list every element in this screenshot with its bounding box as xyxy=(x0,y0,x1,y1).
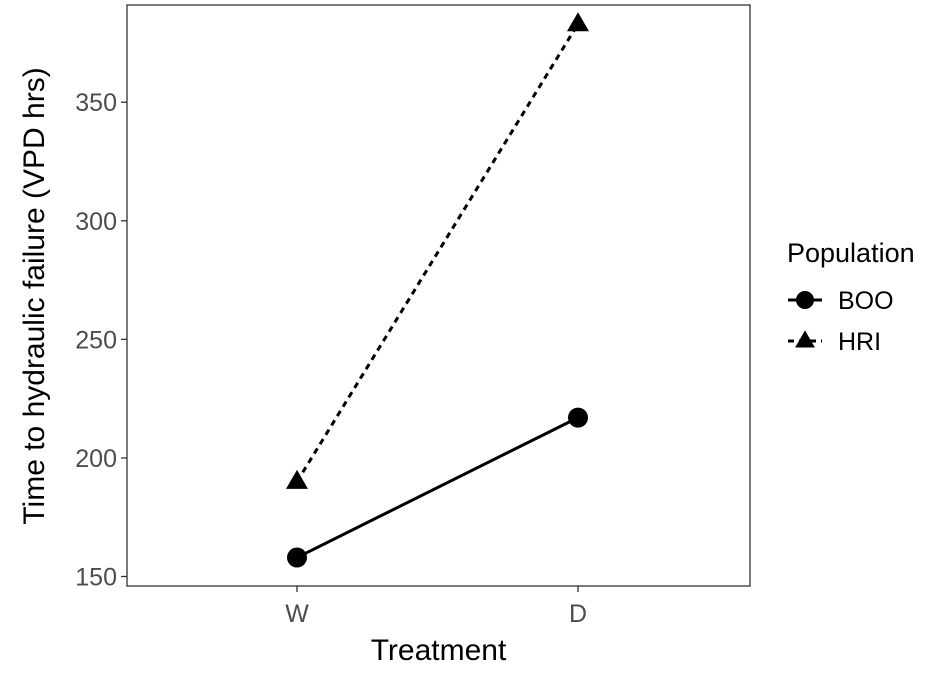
y-tick-label: 350 xyxy=(75,89,117,117)
series-line-hri xyxy=(295,23,580,483)
series-line-boo xyxy=(296,416,579,559)
x-tick-label: D xyxy=(569,600,587,628)
plot-panel-border xyxy=(126,4,751,587)
x-axis-title: Treatment xyxy=(371,634,507,667)
legend: Population BOO HRI xyxy=(787,238,915,356)
x-tick-label: W xyxy=(285,600,309,628)
y-tick-label: 200 xyxy=(75,445,117,473)
y-tick-label: 150 xyxy=(75,564,117,592)
legend-key-marker-boo xyxy=(796,291,814,309)
legend-label-hri: HRI xyxy=(838,328,881,356)
legend-label-boo: BOO xyxy=(838,287,894,315)
y-axis-title: Time to hydraulic failure (VPD hrs) xyxy=(18,67,51,524)
data-point-hri-d xyxy=(567,12,589,32)
legend-title: Population xyxy=(787,238,915,268)
legend-key-marker-hri xyxy=(795,330,815,348)
data-point-hri-w xyxy=(286,469,308,489)
data-point-boo-w xyxy=(287,547,307,568)
y-tick-label: 300 xyxy=(75,208,117,236)
data-point-boo-d xyxy=(568,407,588,428)
y-tick-label: 250 xyxy=(75,326,117,354)
